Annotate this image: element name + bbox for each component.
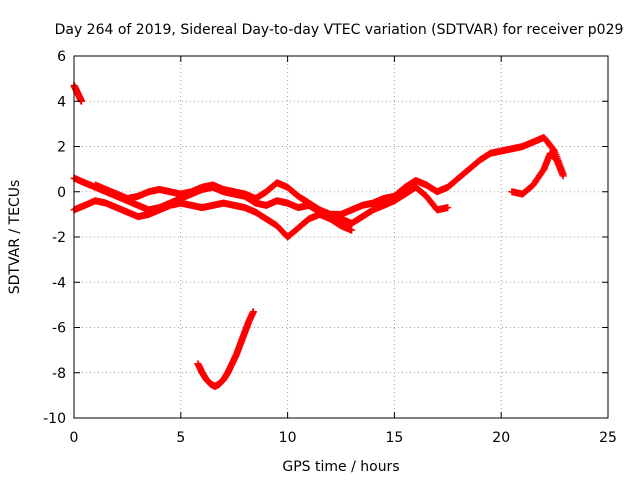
series-arc-5 <box>194 308 257 390</box>
y-tick-label: -4 <box>52 275 66 291</box>
data-point <box>249 308 257 316</box>
y-axis-label: SDTVAR / TECUs <box>7 180 23 295</box>
x-tick-label: 15 <box>385 430 403 446</box>
data-point <box>348 226 356 234</box>
y-tick-label: -10 <box>43 411 66 427</box>
series-arc-6 <box>508 149 567 198</box>
y-tick-label: -2 <box>52 230 66 246</box>
y-tick-label: 2 <box>57 140 66 156</box>
x-tick-label: 25 <box>599 430 617 446</box>
x-tick-label: 5 <box>176 430 185 446</box>
y-tick-label: -8 <box>52 366 66 382</box>
y-tick-label: 6 <box>57 49 66 65</box>
series-arc-4 <box>91 179 452 227</box>
y-tick-label: 4 <box>57 94 66 110</box>
data-point <box>559 172 567 180</box>
data-series <box>70 81 567 390</box>
x-tick-label: 0 <box>70 430 79 446</box>
data-point <box>444 204 452 212</box>
axis-ticks: 0 5 10 15 20 25 -10 -8 -6 -4 -2 0 2 4 6 <box>43 49 617 446</box>
y-tick-label: 0 <box>57 185 66 201</box>
chart-title: Day 264 of 2019, Sidereal Day-to-day VTE… <box>55 22 624 38</box>
x-tick-label: 10 <box>279 430 297 446</box>
x-tick-label: 20 <box>492 430 510 446</box>
x-axis-label: GPS time / hours <box>282 459 399 475</box>
y-tick-label: -6 <box>52 321 66 337</box>
